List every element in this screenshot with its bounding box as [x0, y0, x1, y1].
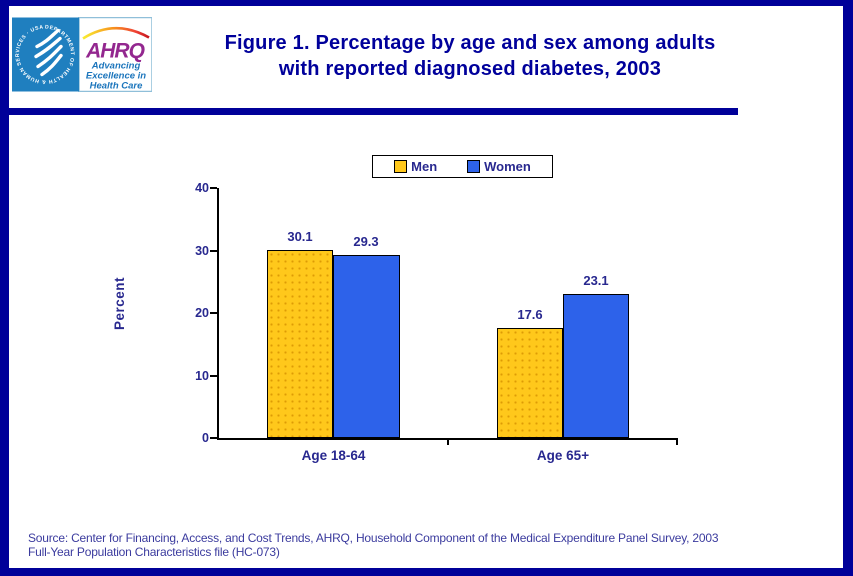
source-note-line2: Full-Year Population Characteristics fil… — [28, 545, 280, 559]
y-tick-mark — [210, 312, 217, 314]
y-tick-mark — [210, 437, 217, 439]
y-tick-mark — [210, 374, 217, 377]
source-note: Source: Center for Financing, Access, an… — [28, 531, 828, 559]
y-tick-label-40: 40 — [195, 181, 209, 195]
women-legend-label: Women — [484, 159, 531, 174]
legend: Men Women — [372, 155, 553, 178]
y-tick-mark — [210, 187, 217, 189]
legend-item-men: Men — [394, 159, 437, 174]
bar-women-age-65-plus — [563, 293, 629, 438]
header-rule — [9, 108, 738, 115]
y-tick-label-0: 0 — [202, 431, 209, 445]
y-axis-line — [217, 188, 219, 438]
y-axis-title: Percent — [112, 276, 127, 330]
x-tick-right — [676, 440, 678, 445]
legend-item-women: Women — [467, 159, 531, 174]
ahrq-tagline-line3: Health Care — [90, 81, 144, 92]
x-tick-middle — [447, 440, 449, 445]
category-label-age-65-plus: Age 65+ — [536, 448, 590, 463]
y-tick-label-20: 20 — [195, 306, 209, 320]
hhs-eagle-icon — [34, 28, 63, 77]
men-legend-label: Men — [411, 159, 438, 174]
value-label-men-65-plus: 17.6 — [517, 307, 543, 322]
y-tick-mark — [210, 249, 217, 252]
figure-title-line1: Figure 1. Percentage by age and sex amon… — [224, 32, 716, 54]
value-label-women-18-64: 29.3 — [353, 233, 379, 249]
bar-women-age-18-64 — [333, 254, 400, 438]
bar-men-age-65-plus — [497, 328, 563, 438]
ahrq-acronym: AHRQ — [85, 40, 144, 63]
source-note-line1: Source: Center for Financing, Access, an… — [28, 531, 719, 545]
ahrq-hhs-logo: DEPARTMENT OF HEALTH & HUMAN SERVICES · … — [12, 17, 152, 92]
x-axis-line — [217, 438, 678, 440]
women-legend-swatch — [467, 160, 481, 173]
bar-men-age-18-64 — [267, 249, 333, 438]
category-label-age-18-64: Age 18-64 — [301, 448, 366, 463]
y-tick-label-30: 30 — [195, 243, 209, 258]
hhs-seal-background — [12, 17, 79, 92]
value-label-men-18-64: 30.1 — [287, 228, 313, 244]
men-legend-swatch — [394, 160, 408, 173]
y-tick-label-10: 10 — [195, 368, 209, 383]
value-label-women-65-plus: 23.1 — [583, 272, 609, 288]
ahrq-tagline-line2: Excellence in — [86, 71, 146, 82]
figure-title: Figure 1. Percentage by age and sex amon… — [150, 30, 790, 82]
ahrq-rainbow-arc — [82, 27, 150, 40]
figure-title-line2: with reported diagnosed diabetes, 2003 — [278, 58, 662, 80]
ahrq-tagline-line1: Advancing — [91, 61, 141, 72]
